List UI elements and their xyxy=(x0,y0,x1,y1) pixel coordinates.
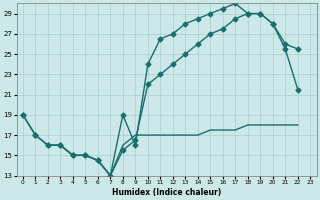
X-axis label: Humidex (Indice chaleur): Humidex (Indice chaleur) xyxy=(112,188,221,197)
